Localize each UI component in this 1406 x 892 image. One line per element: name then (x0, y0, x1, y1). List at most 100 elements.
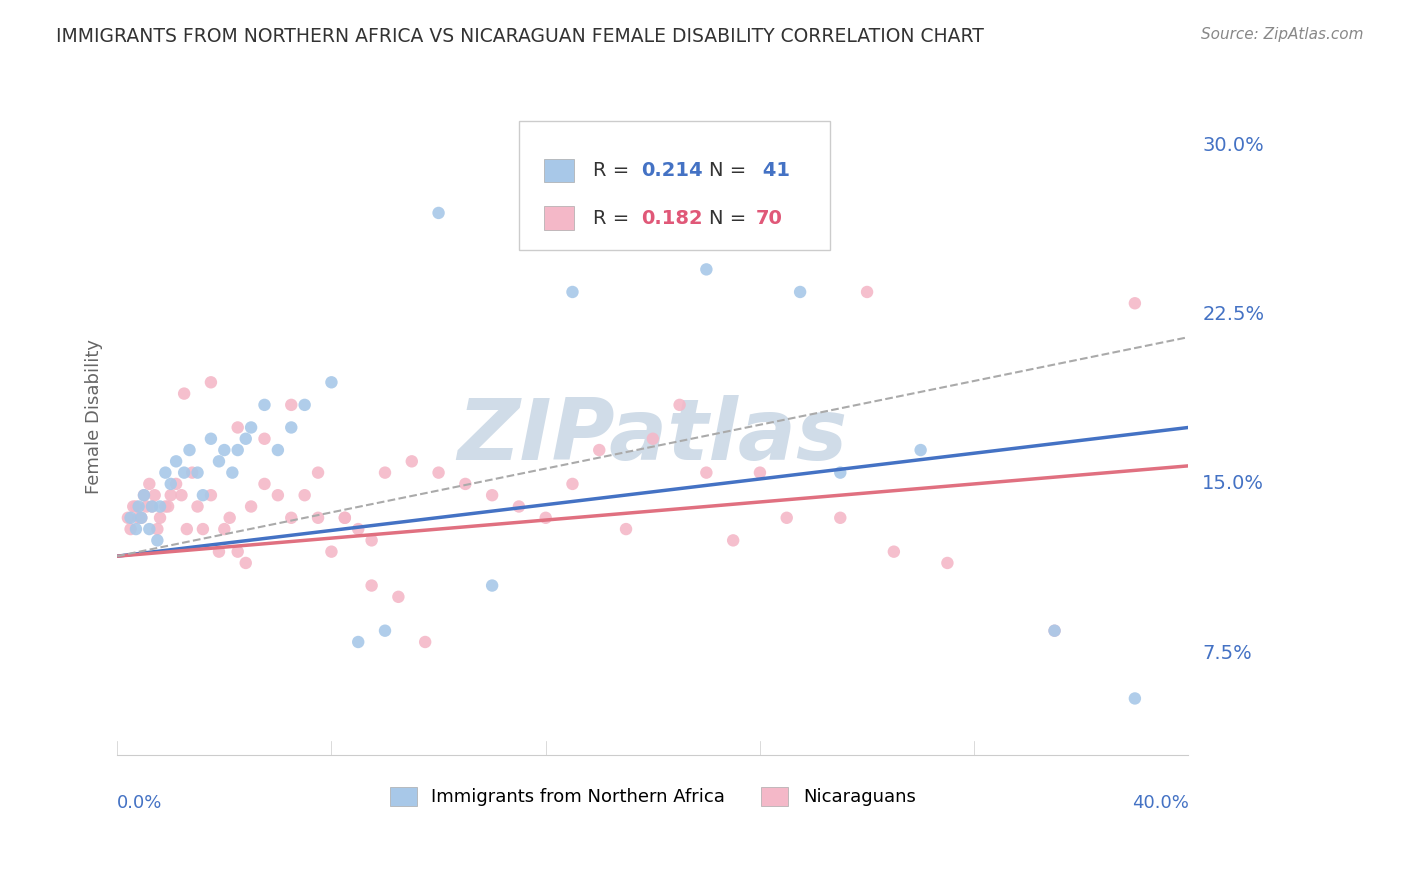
Point (240, 500, 263, 514)
Point (267, 443, 290, 458)
Point (534, 510, 557, 524)
Point (910, 443, 932, 458)
Point (321, 544, 343, 558)
Text: R =: R = (593, 209, 636, 227)
Point (280, 510, 302, 524)
Point (159, 477, 181, 491)
Point (307, 466, 329, 480)
Point (454, 477, 477, 491)
Point (173, 386, 195, 401)
Point (226, 420, 249, 434)
Text: 0.182: 0.182 (641, 209, 703, 227)
Point (129, 510, 152, 524)
Point (347, 522, 370, 536)
Point (214, 522, 236, 536)
Point (132, 488, 155, 502)
Point (508, 500, 530, 514)
Text: 70: 70 (755, 209, 783, 227)
Point (214, 443, 236, 458)
Text: 40.0%: 40.0% (1132, 794, 1188, 812)
Point (427, 206, 450, 220)
FancyBboxPatch shape (544, 206, 574, 230)
Point (481, 488, 503, 502)
Point (1043, 624, 1066, 638)
Point (141, 500, 163, 514)
Point (176, 522, 198, 536)
Point (125, 500, 148, 514)
Point (856, 285, 879, 299)
Point (830, 510, 852, 524)
Point (191, 522, 214, 536)
Point (883, 544, 905, 558)
Point (128, 500, 150, 514)
Point (138, 477, 160, 491)
Point (138, 522, 160, 536)
Point (401, 454, 423, 468)
Point (641, 432, 664, 446)
Point (280, 398, 302, 412)
Point (173, 466, 195, 480)
Point (695, 262, 717, 277)
Point (141, 500, 163, 514)
Point (149, 510, 172, 524)
Text: 0.214: 0.214 (641, 161, 703, 180)
Point (321, 376, 343, 390)
Point (561, 477, 583, 491)
Point (668, 398, 690, 412)
Point (132, 488, 155, 502)
Point (186, 500, 208, 514)
Text: 0.0%: 0.0% (117, 794, 163, 812)
Point (129, 510, 152, 524)
Point (749, 466, 772, 480)
Point (253, 432, 276, 446)
Point (360, 578, 382, 592)
Point (280, 420, 302, 434)
Point (830, 466, 852, 480)
Point (143, 488, 166, 502)
Point (1392, 454, 1406, 468)
Point (235, 556, 257, 570)
Point (1043, 624, 1066, 638)
Text: 7.5%: 7.5% (1202, 644, 1253, 663)
Point (374, 624, 396, 638)
Point (427, 466, 450, 480)
Text: 15.0%: 15.0% (1202, 475, 1264, 493)
Text: N =: N = (709, 161, 752, 180)
Point (221, 466, 243, 480)
Point (1123, 296, 1146, 310)
Point (789, 285, 811, 299)
Point (208, 544, 231, 558)
Point (333, 510, 356, 524)
Point (200, 376, 222, 390)
FancyBboxPatch shape (544, 159, 574, 183)
Point (226, 544, 249, 558)
Point (117, 510, 139, 524)
Point (146, 533, 169, 548)
Point (155, 466, 177, 480)
Point (1123, 691, 1146, 706)
Point (253, 477, 276, 491)
Point (200, 432, 222, 446)
Point (165, 477, 187, 491)
Point (122, 500, 145, 514)
FancyBboxPatch shape (519, 121, 830, 250)
Text: IMMIGRANTS FROM NORTHERN AFRICA VS NICARAGUAN FEMALE DISABILITY CORRELATION CHAR: IMMIGRANTS FROM NORTHERN AFRICA VS NICAR… (56, 27, 984, 45)
Point (307, 510, 329, 524)
Point (200, 488, 222, 502)
Point (181, 466, 204, 480)
Text: R =: R = (593, 161, 636, 180)
Point (149, 500, 172, 514)
Point (226, 443, 249, 458)
Point (218, 510, 240, 524)
Text: 30.0%: 30.0% (1202, 136, 1264, 154)
Point (481, 578, 503, 592)
Point (120, 510, 142, 524)
Point (413, 635, 436, 649)
Point (294, 398, 316, 412)
Point (333, 510, 356, 524)
Point (159, 488, 181, 502)
Point (170, 488, 193, 502)
Point (374, 466, 396, 480)
Point (120, 522, 142, 536)
Text: ZIPatlas: ZIPatlas (458, 395, 848, 478)
